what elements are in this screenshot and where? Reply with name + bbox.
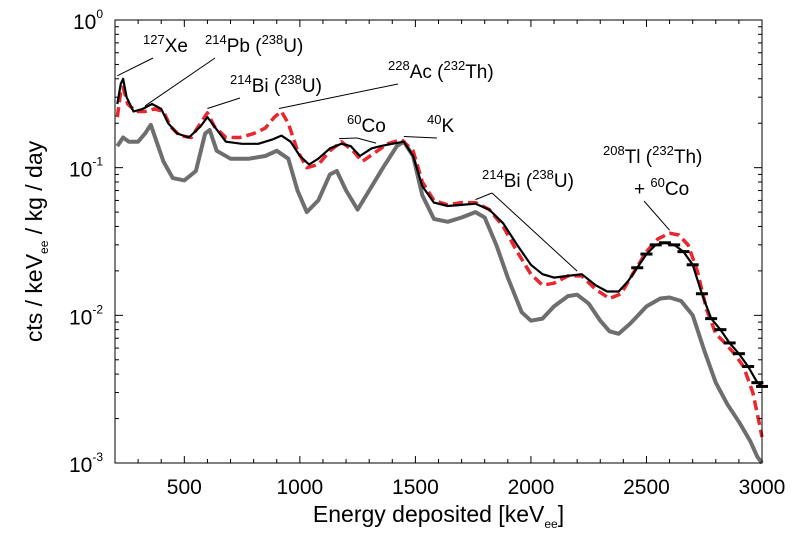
annotation-leader-line: [356, 137, 377, 144]
annotation-leader-line: [207, 97, 241, 109]
x-axis-label: Energy deposited [keVee]: [313, 501, 564, 531]
annotation-leader-line: [144, 57, 216, 107]
series-line-model-red-dashed: [115, 85, 764, 438]
y-tick-label: 10-3: [69, 450, 103, 477]
series-line-model-gray: [115, 122, 764, 465]
annotation-k40: 40K: [403, 112, 454, 139]
annotation-xe127: 127Xe: [117, 32, 188, 77]
axes-layer: 500 1000 1500 2000 2500 3000 10-3 10-2 10-1 100: [69, 7, 785, 499]
annotation-label: 214Bi (238U): [230, 72, 322, 97]
y-axis-label: cts / keVee / kg / day: [21, 140, 51, 342]
annotation-label: 40K: [427, 112, 454, 137]
x-tick-label: 3000: [739, 476, 786, 499]
annotation-leader-line: [339, 137, 358, 140]
y-tick-label: 100: [73, 7, 103, 34]
annotation-bi214-high: 214Bi (238U): [475, 167, 578, 272]
annotation-label: 208Tl (232Th): [603, 143, 702, 168]
x-tick-label: 1000: [276, 476, 323, 499]
annotation-leader-line: [117, 57, 154, 77]
annotation-label: 127Xe: [143, 32, 188, 57]
annotation-layer: 127Xe 214Pb (238U) 214Bi (238U) 228Ac (232T…: [117, 32, 702, 272]
annotation-label: 214Pb (238U): [205, 32, 303, 57]
annotation-leader-line: [403, 136, 438, 139]
annotation-leader-line: [278, 83, 399, 110]
x-tick-label: 1500: [392, 476, 439, 499]
annotation-co60-low: 60Co: [339, 112, 386, 144]
annotation-leader-line: [475, 192, 493, 201]
annotation-pb214: 214Pb (238U): [144, 32, 303, 107]
annotation-label: 228Ac (232Th): [388, 58, 494, 83]
x-tick-label: 2000: [508, 476, 555, 499]
x-tick-label: 500: [167, 476, 202, 499]
y-tick-label: 10-1: [69, 155, 103, 182]
x-tick-label: 2500: [623, 476, 670, 499]
series-layer: [115, 77, 768, 465]
annotation-ac228: 228Ac (232Th): [278, 58, 494, 110]
annotation-label: 60Co: [347, 112, 386, 137]
annotation-label: 214Bi (238U): [482, 167, 574, 192]
annotation-label: + 60Co: [634, 175, 689, 200]
annotation-bi214-low: 214Bi (238U): [207, 72, 322, 109]
y-tick-label: 10-2: [69, 302, 103, 329]
annotation-leader-line: [643, 200, 670, 231]
annotation-tl208: 208Tl (232Th): [603, 143, 702, 168]
annotation-co60-high: + 60Co: [634, 175, 689, 231]
annotation-leader-line: [491, 192, 578, 272]
